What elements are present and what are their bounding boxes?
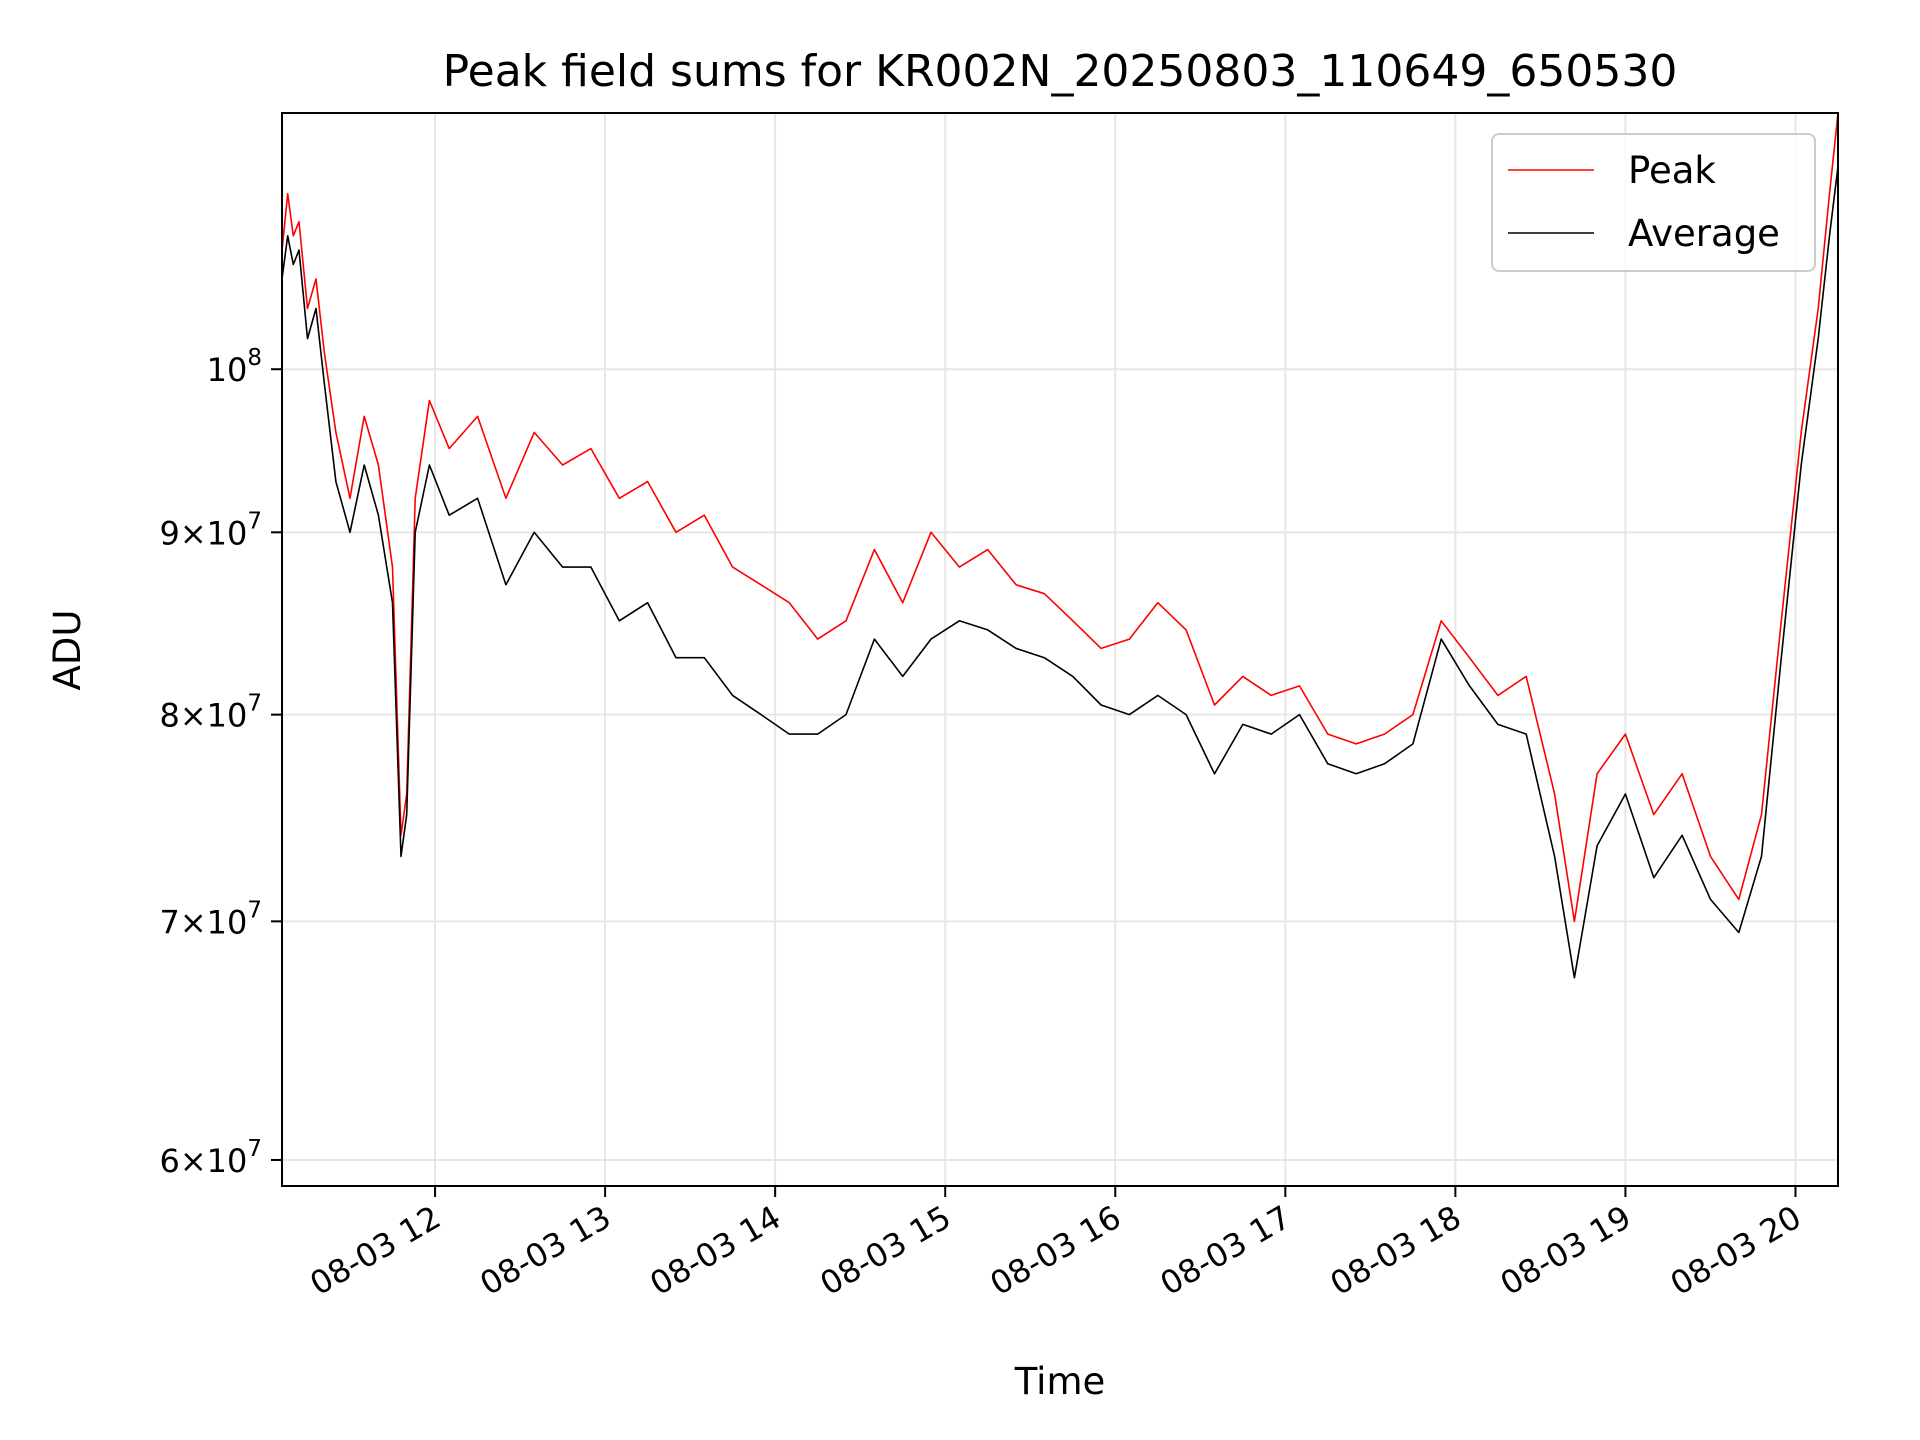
- legend: Peak Average: [1491, 133, 1816, 272]
- gridlines: [282, 113, 1838, 1186]
- legend-label-peak: Peak: [1628, 149, 1716, 192]
- y-tick-label: 7×107: [159, 897, 262, 941]
- series-lines: [281, 112, 1839, 979]
- y-tick-label: 9×107: [159, 508, 262, 552]
- series-line-peak: [281, 112, 1839, 923]
- y-axis-label: ADU: [46, 610, 89, 691]
- y-tick-label: 108: [207, 345, 262, 389]
- plot-frame: [281, 112, 1839, 1187]
- y-tick-label: 6×107: [159, 1136, 262, 1180]
- chart-title: Peak field sums for KR002N_20250803_1106…: [443, 46, 1678, 97]
- series-line-average: [281, 166, 1839, 979]
- y-tick-label: 8×107: [159, 691, 262, 735]
- y-axis-ticks: 6×107 7×107 8×107 9×107 108: [159, 345, 282, 1180]
- plot-area: [282, 113, 1838, 1186]
- legend-box: [1491, 133, 1816, 272]
- x-axis-label: Time: [1014, 1360, 1106, 1403]
- legend-label-average: Average: [1628, 212, 1780, 255]
